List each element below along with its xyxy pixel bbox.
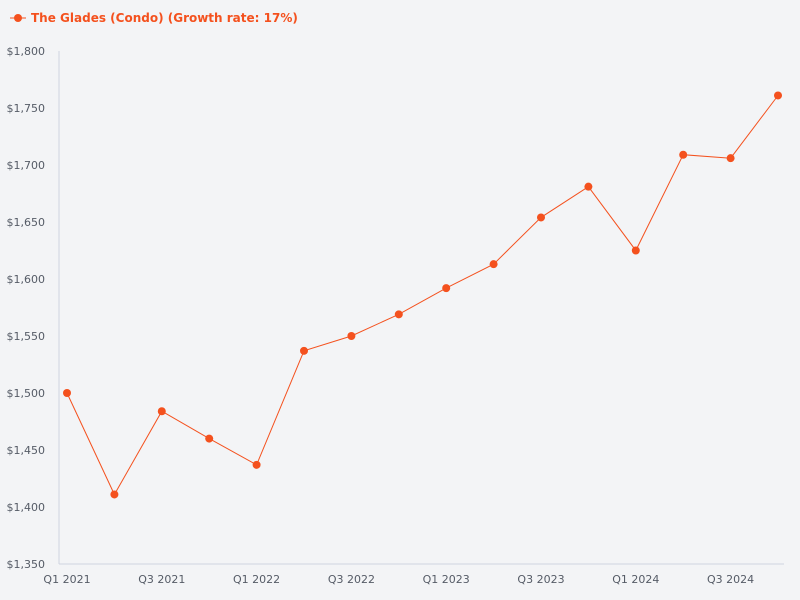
data-point[interactable] [252, 460, 261, 469]
y-tick-label: $1,550 [7, 330, 46, 343]
data-point[interactable] [774, 91, 782, 100]
y-tick-label: $1,450 [7, 444, 46, 457]
x-tick-label: Q3 2024 [707, 573, 754, 586]
data-point[interactable] [537, 213, 545, 222]
x-tick-label: Q1 2022 [233, 573, 280, 586]
series-group [63, 91, 782, 499]
data-point[interactable] [347, 332, 356, 340]
data-point[interactable] [205, 434, 214, 443]
data-point[interactable] [489, 260, 498, 269]
y-tick-label: $1,800 [7, 45, 46, 58]
x-tick-label: Q1 2023 [423, 573, 470, 586]
data-point[interactable] [300, 346, 308, 355]
x-tick-label: Q3 2023 [517, 573, 564, 586]
data-point[interactable] [110, 490, 119, 499]
data-point[interactable] [157, 407, 166, 416]
legend-entry: The Glades (Condo) (Growth rate: 17%) [31, 11, 298, 25]
y-axis-ticks: $1,350 $1,400 $1,450 $1,500 $1,550 $1,600 $1,6… [7, 45, 46, 571]
y-tick-label: $1,750 [7, 102, 46, 115]
data-point[interactable] [63, 389, 71, 397]
x-tick-label: Q3 2021 [138, 573, 185, 586]
x-tick-label: Q1 2024 [612, 573, 659, 586]
y-tick-label: $1,600 [7, 273, 46, 286]
y-tick-label: $1,400 [7, 501, 46, 514]
x-tick-label: Q1 2021 [43, 573, 90, 586]
data-point[interactable] [631, 246, 640, 255]
x-tick-label: Q3 2022 [328, 573, 375, 586]
y-tick-label: $1,500 [7, 387, 46, 400]
data-point[interactable] [584, 182, 593, 191]
data-point[interactable] [679, 150, 688, 159]
series-line [66, 95, 779, 496]
x-axis-ticks: Q1 2021 Q3 2021 Q1 2022 Q3 2022 Q1 2023 Q3 20… [43, 573, 754, 586]
y-tick-label: $1,650 [7, 216, 46, 229]
legend: The Glades (Condo) (Growth rate: 17%) [10, 11, 298, 25]
data-point[interactable] [726, 154, 735, 163]
y-tick-label: $1,700 [7, 159, 46, 172]
y-tick-label: $1,350 [7, 558, 46, 571]
legend-dot-marker [14, 14, 22, 22]
data-point[interactable] [442, 284, 451, 293]
data-point[interactable] [394, 310, 403, 319]
axes [58, 51, 784, 565]
